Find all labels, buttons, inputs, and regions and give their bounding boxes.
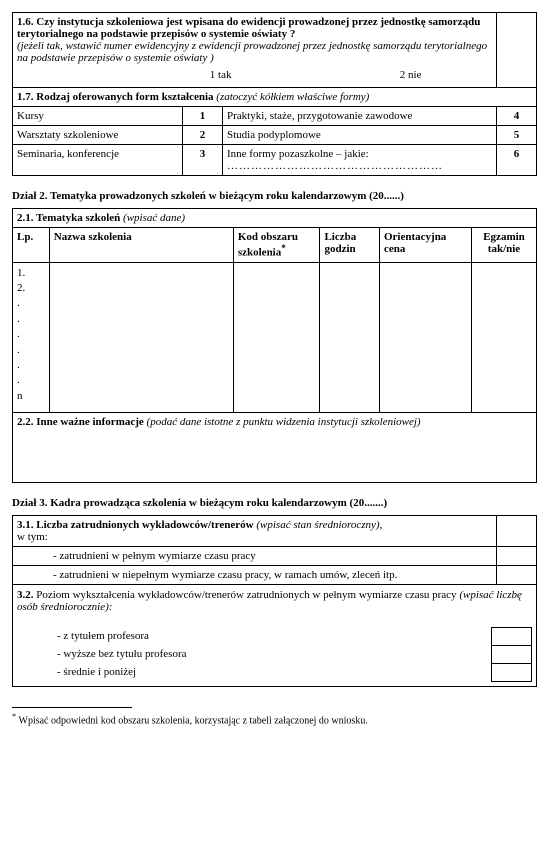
q22-cell: 2.2. Inne ważne informacje (podać dane i… bbox=[13, 412, 537, 482]
q21-bold: 2.1. Tematyka szkoleń bbox=[17, 212, 120, 224]
footnote-star: * bbox=[12, 712, 16, 721]
q17-left: Warsztaty szkoleniowe bbox=[13, 126, 183, 145]
egzamin-cell[interactable] bbox=[472, 262, 537, 412]
q17-rn: 5 bbox=[497, 126, 537, 145]
q32-inner-table: - z tytułem profesora - wyższe bez tytuł… bbox=[17, 627, 532, 682]
q32-text: Poziom wykształcenia wykładowców/treneró… bbox=[36, 589, 456, 601]
col-egzamin: Egzamin tak/nie bbox=[472, 228, 537, 263]
q16-answer-box[interactable] bbox=[497, 13, 537, 88]
dzial2-heading: Dział 2. Tematyka prowadzonych szkoleń w… bbox=[12, 190, 537, 202]
q32-b2-box[interactable] bbox=[492, 645, 532, 663]
q17-row: Warsztaty szkoleniowe 2 Studia podyplomo… bbox=[13, 126, 537, 145]
q31-line2: - zatrudnieni w niepełnym wymiarze czasu… bbox=[13, 565, 497, 584]
q32-b1: - z tytułem profesora bbox=[17, 627, 492, 645]
q31-answer-box[interactable] bbox=[497, 515, 537, 546]
q17-row: Seminaria, konferencje 3 Inne formy poza… bbox=[13, 145, 537, 176]
lp-items: 1. 2. . . . . . . n bbox=[13, 262, 50, 412]
q31-bold: 3.1. Liczba zatrudnionych wykładowców/tr… bbox=[17, 519, 254, 531]
q31-italic: (wpisać stan średnioroczny), bbox=[256, 519, 382, 531]
q32-b1-box[interactable] bbox=[492, 627, 532, 645]
q31-line2-box[interactable] bbox=[497, 565, 537, 584]
q31-wtym: w tym: bbox=[17, 531, 48, 543]
q32-b2: - wyższe bez tytułu profesora bbox=[17, 645, 492, 663]
q32-prefix: 3.2. bbox=[17, 589, 34, 601]
q31-line1: - zatrudnieni w pełnym wymiarze czasu pr… bbox=[13, 546, 497, 565]
q16-opt1: 1 tak bbox=[17, 66, 236, 84]
col-nazwa: Nazwa szkolenia bbox=[49, 228, 233, 263]
q22-italic: (podać dane istotne z punktu widzenia in… bbox=[147, 416, 421, 428]
q16-cell: 1.6. Czy instytucja szkoleniowa jest wpi… bbox=[13, 13, 497, 88]
q16-title: 1.6. Czy instytucja szkoleniowa jest wpi… bbox=[17, 16, 480, 40]
q21-italic: (wpisać dane) bbox=[123, 212, 185, 224]
kod-cell[interactable] bbox=[233, 262, 320, 412]
q17-rn: 4 bbox=[497, 107, 537, 126]
q17-right: Praktyki, staże, przygotowanie zawodowe bbox=[223, 107, 497, 126]
q17-header: 1.7. Rodzaj oferowanych form kształcenia… bbox=[13, 88, 537, 107]
q32-b3-box[interactable] bbox=[492, 663, 532, 681]
q17-title-italic: (zatoczyć kółkiem właściwe formy) bbox=[216, 91, 369, 103]
q16-note: (jeżeli tak, wstawić numer ewidencyjny z… bbox=[17, 40, 487, 64]
col-liczba: Liczba godzin bbox=[320, 228, 380, 263]
q31-header: 3.1. Liczba zatrudnionych wykładowców/tr… bbox=[13, 515, 497, 546]
q17-dots: ……………………………………………… bbox=[227, 160, 443, 172]
col-lp: Lp. bbox=[13, 228, 50, 263]
q21-header: 2.1. Tematyka szkoleń (wpisać dane) bbox=[13, 209, 537, 228]
col-kod: Kod obszaru szkolenia bbox=[238, 231, 298, 259]
liczba-cell[interactable] bbox=[320, 262, 380, 412]
q17-ln: 3 bbox=[183, 145, 223, 176]
footnote-rule bbox=[12, 707, 132, 708]
nazwa-cell[interactable] bbox=[49, 262, 233, 412]
q17-left: Kursy bbox=[13, 107, 183, 126]
q31-line1-box[interactable] bbox=[497, 546, 537, 565]
q32-cell: 3.2. Poziom wykształcenia wykładowców/tr… bbox=[13, 584, 537, 686]
col-cena: Orientacyjna cena bbox=[379, 228, 471, 263]
q17-right-cell: Inne formy pozaszkolne – jakie: ……………………… bbox=[223, 145, 497, 176]
cena-cell[interactable] bbox=[379, 262, 471, 412]
q16-opt2: 2 nie bbox=[236, 66, 426, 84]
section-1-6-1-7-table: 1.6. Czy instytucja szkoleniowa jest wpi… bbox=[12, 12, 537, 176]
q22-bold: 2.2. Inne ważne informacje bbox=[17, 416, 144, 428]
q17-title-bold: 1.7. Rodzaj oferowanych form kształcenia bbox=[17, 91, 214, 103]
col-kod-cell: Kod obszaru szkolenia* bbox=[233, 228, 320, 263]
q17-ln: 1 bbox=[183, 107, 223, 126]
dzial3-heading: Dział 3. Kadra prowadząca szkolenia w bi… bbox=[12, 497, 537, 509]
dzial3-table: 3.1. Liczba zatrudnionych wykładowców/tr… bbox=[12, 515, 537, 687]
q32-b3: - średnie i poniżej bbox=[17, 663, 492, 681]
q17-left: Seminaria, konferencje bbox=[13, 145, 183, 176]
q21-body-row: 1. 2. . . . . . . n bbox=[13, 262, 537, 412]
q17-rn: 6 bbox=[497, 145, 537, 176]
footnote: * Wpisać odpowiedni kod obszaru szkoleni… bbox=[12, 712, 537, 726]
q17-row: Kursy 1 Praktyki, staże, przygotowanie z… bbox=[13, 107, 537, 126]
q17-right: Studia podyplomowe bbox=[223, 126, 497, 145]
q17-ln: 2 bbox=[183, 126, 223, 145]
footnote-text: Wpisać odpowiedni kod obszaru szkolenia,… bbox=[19, 715, 368, 726]
dzial2-table: 2.1. Tematyka szkoleń (wpisać dane) Lp. … bbox=[12, 208, 537, 483]
q21-columns: Lp. Nazwa szkolenia Kod obszaru szkoleni… bbox=[13, 228, 537, 263]
q17-right: Inne formy pozaszkolne – jakie: bbox=[227, 148, 369, 160]
col-kod-sup: * bbox=[281, 243, 286, 253]
